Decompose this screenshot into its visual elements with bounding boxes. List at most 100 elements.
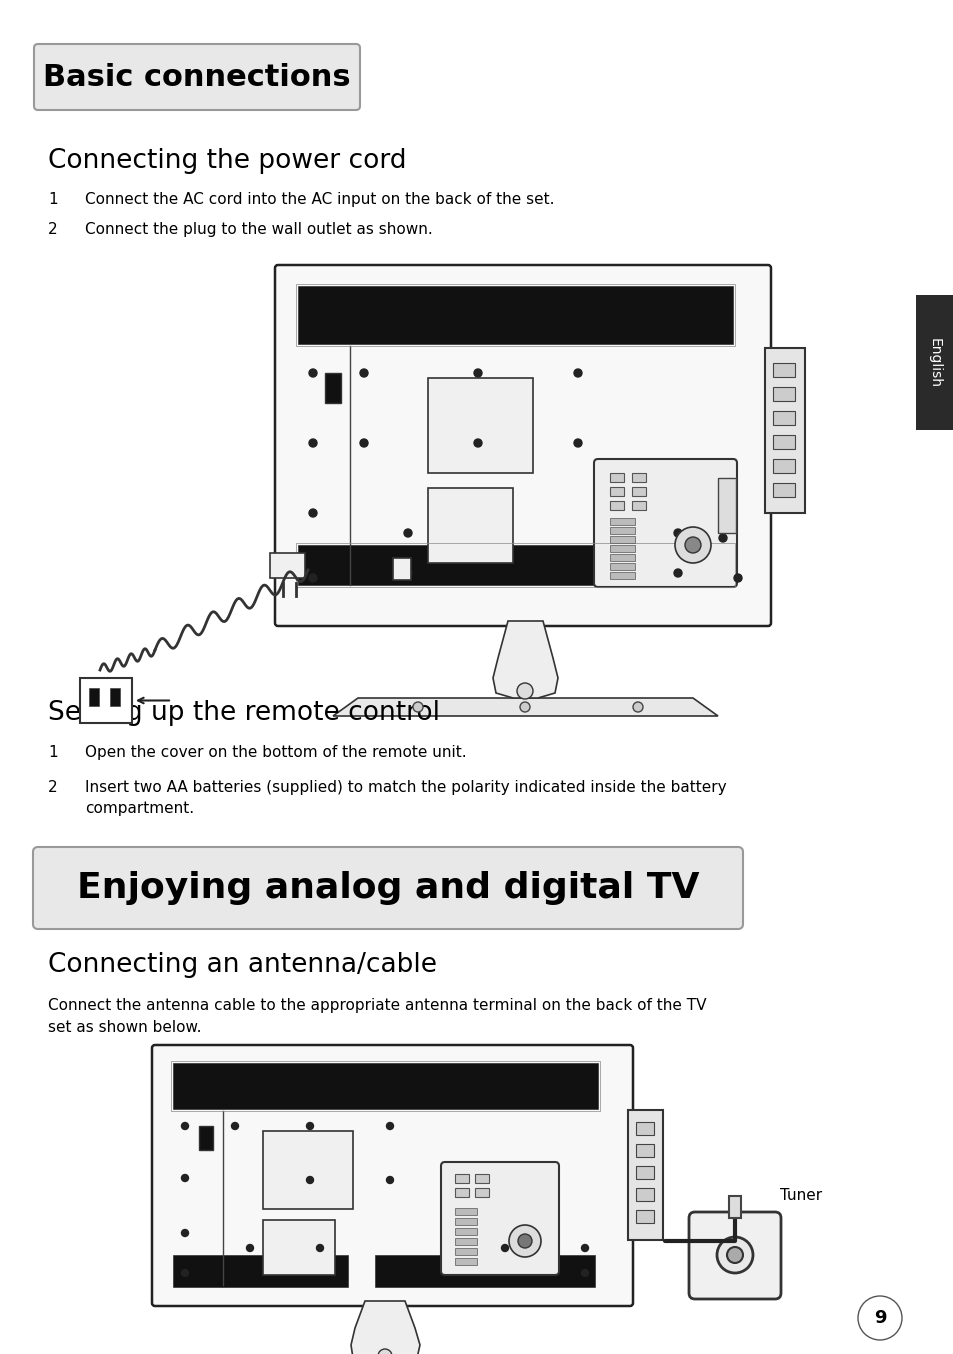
Bar <box>455 1219 476 1225</box>
Circle shape <box>181 1229 189 1236</box>
Circle shape <box>673 529 681 538</box>
Bar <box>772 363 794 376</box>
Polygon shape <box>493 621 558 699</box>
Text: Connect the AC cord into the AC input on the back of the set.: Connect the AC cord into the AC input on… <box>85 192 554 207</box>
Bar <box>455 1228 476 1235</box>
Circle shape <box>359 439 368 447</box>
Circle shape <box>675 527 710 563</box>
Bar <box>636 1187 654 1201</box>
Circle shape <box>684 538 700 552</box>
Circle shape <box>403 569 412 577</box>
Bar <box>171 1062 599 1112</box>
Circle shape <box>509 1225 540 1257</box>
Circle shape <box>517 1233 532 1248</box>
Bar <box>172 1255 348 1288</box>
Text: 2: 2 <box>48 780 57 795</box>
Circle shape <box>574 439 581 447</box>
Bar <box>375 1255 595 1288</box>
Circle shape <box>581 1244 588 1251</box>
Bar <box>609 536 635 543</box>
Bar <box>172 1063 598 1109</box>
Bar <box>89 688 99 705</box>
Text: 1: 1 <box>48 192 57 207</box>
Bar <box>609 563 635 570</box>
Circle shape <box>519 701 530 712</box>
Text: 2: 2 <box>48 222 57 237</box>
Circle shape <box>717 1238 752 1273</box>
Circle shape <box>386 1122 393 1129</box>
Circle shape <box>309 509 316 517</box>
Bar <box>772 459 794 473</box>
Text: Connect the plug to the wall outlet as shown.: Connect the plug to the wall outlet as s… <box>85 222 433 237</box>
FancyBboxPatch shape <box>152 1045 633 1307</box>
Bar <box>428 487 513 563</box>
Bar <box>428 378 533 473</box>
Bar <box>772 387 794 401</box>
Bar <box>631 473 645 482</box>
Circle shape <box>403 529 412 538</box>
Bar <box>718 478 735 533</box>
Circle shape <box>306 1122 314 1129</box>
Bar <box>325 372 340 403</box>
Polygon shape <box>351 1301 419 1354</box>
Text: 1: 1 <box>48 745 57 760</box>
Text: Connecting an antenna/cable: Connecting an antenna/cable <box>48 952 436 978</box>
Circle shape <box>306 1177 314 1183</box>
Bar <box>764 348 804 513</box>
Bar <box>609 554 635 561</box>
Circle shape <box>581 1270 588 1277</box>
Circle shape <box>309 439 316 447</box>
Bar <box>631 487 645 496</box>
Circle shape <box>474 439 481 447</box>
Text: Setting up the remote control: Setting up the remote control <box>48 700 439 726</box>
Bar <box>772 483 794 497</box>
Bar <box>609 501 623 510</box>
FancyBboxPatch shape <box>33 848 742 929</box>
Bar <box>728 1196 740 1219</box>
Bar <box>295 543 734 588</box>
Circle shape <box>501 1244 508 1251</box>
Circle shape <box>574 370 581 376</box>
Circle shape <box>386 1177 393 1183</box>
Bar <box>263 1220 335 1275</box>
Bar <box>609 546 635 552</box>
Circle shape <box>474 370 481 376</box>
Bar <box>297 286 732 344</box>
Bar <box>455 1248 476 1255</box>
Text: Basic connections: Basic connections <box>43 62 351 92</box>
Polygon shape <box>333 699 718 716</box>
Circle shape <box>309 370 316 376</box>
Circle shape <box>309 574 316 582</box>
Bar <box>609 571 635 580</box>
FancyBboxPatch shape <box>440 1162 558 1275</box>
Circle shape <box>181 1122 189 1129</box>
Text: English: English <box>927 337 941 387</box>
Bar <box>295 284 734 347</box>
Circle shape <box>316 1244 323 1251</box>
Bar <box>915 295 953 431</box>
Bar <box>631 501 645 510</box>
Text: Insert two AA batteries (supplied) to match the polarity indicated inside the ba: Insert two AA batteries (supplied) to ma… <box>85 780 726 816</box>
Bar <box>297 546 732 585</box>
Circle shape <box>857 1296 901 1340</box>
Bar <box>455 1208 476 1215</box>
Circle shape <box>232 1122 238 1129</box>
FancyBboxPatch shape <box>274 265 770 626</box>
Bar <box>609 527 635 533</box>
Text: Enjoying analog and digital TV: Enjoying analog and digital TV <box>76 871 699 904</box>
Text: Open the cover on the bottom of the remote unit.: Open the cover on the bottom of the remo… <box>85 745 466 760</box>
Bar <box>627 1110 662 1240</box>
Circle shape <box>181 1270 189 1277</box>
Bar <box>475 1187 489 1197</box>
Bar <box>393 558 411 580</box>
Circle shape <box>633 701 642 712</box>
Circle shape <box>673 569 681 577</box>
Bar <box>609 473 623 482</box>
Circle shape <box>726 1247 742 1263</box>
Bar <box>455 1187 469 1197</box>
Bar <box>609 519 635 525</box>
Circle shape <box>181 1174 189 1182</box>
Circle shape <box>413 701 422 712</box>
Bar <box>609 487 623 496</box>
Bar <box>475 1174 489 1183</box>
